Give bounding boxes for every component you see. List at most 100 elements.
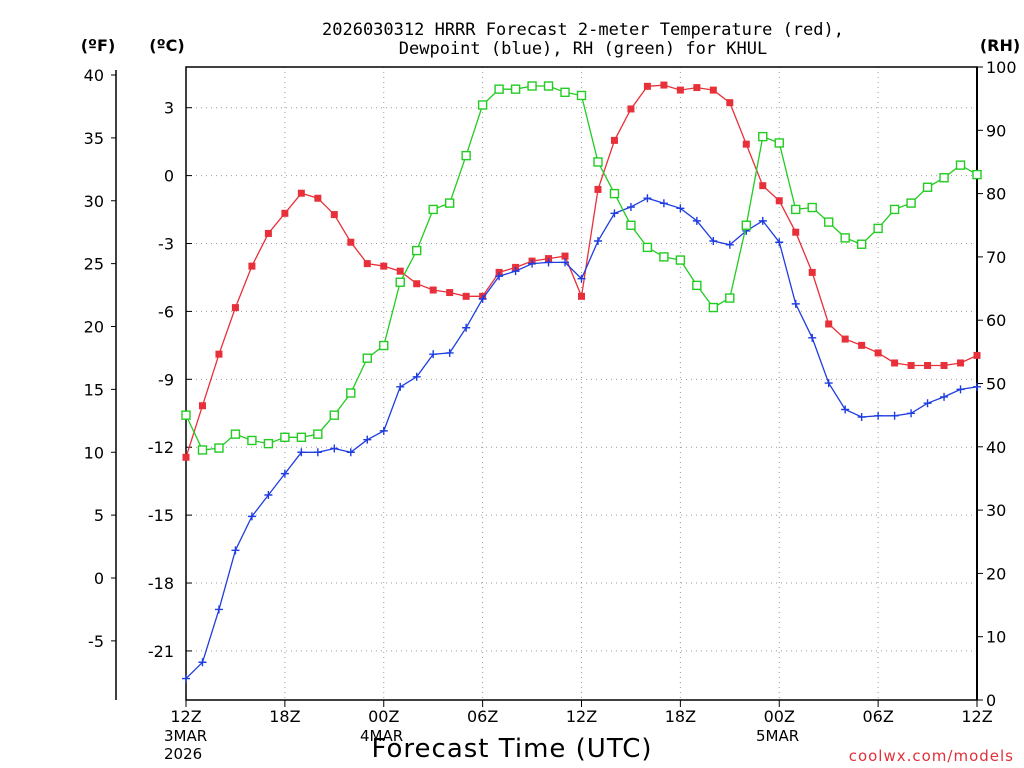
- rh-point: [972, 169, 982, 180]
- dewpoint-point: [824, 379, 833, 388]
- c-tick-label: -9: [158, 370, 174, 389]
- temperature-point: [297, 189, 305, 197]
- rh-point: [247, 435, 257, 446]
- rh-point: [280, 432, 290, 443]
- dewpoint-point: [725, 240, 734, 249]
- dewpoint-point: [758, 216, 767, 225]
- temperature-point: [610, 136, 618, 144]
- temperature-point: [726, 99, 734, 107]
- rh-point: [708, 302, 719, 313]
- temperature-point: [660, 81, 668, 89]
- series-temperature: [182, 81, 981, 461]
- temperature-point: [627, 105, 635, 113]
- f-tick-label: 15: [84, 380, 104, 399]
- temperature-point: [891, 359, 899, 367]
- temperature-point: [314, 194, 322, 202]
- dewpoint-point: [429, 350, 438, 359]
- x-tick-label: 12Z: [170, 707, 201, 726]
- rh-tick-label: 70: [986, 248, 1006, 267]
- dewpoint-point: [198, 658, 207, 667]
- credit-text: coolwx.com/models: [849, 747, 1014, 765]
- rh-point: [807, 202, 817, 213]
- dewpoint-point: [495, 272, 504, 281]
- temperature-point: [940, 361, 948, 369]
- chart-title-line2: Dewpoint (blue), RH (green) for KHUL: [399, 39, 767, 59]
- rh-point: [395, 277, 405, 287]
- rh-point: [313, 429, 323, 439]
- dewpoint-point: [659, 199, 668, 208]
- dewpoint-point: [676, 204, 685, 213]
- dewpoint-point: [791, 299, 800, 308]
- dewpoint-point: [841, 405, 850, 414]
- rh-point: [922, 182, 933, 192]
- temperature-point: [709, 86, 717, 94]
- rh-point: [955, 160, 966, 170]
- temperature-point: [693, 84, 701, 92]
- f-tick-label: 0: [94, 569, 104, 588]
- c-tick-label: 0: [164, 167, 174, 186]
- f-tick-label: 5: [94, 506, 104, 525]
- f-tick-label: 40: [84, 66, 104, 85]
- dewpoint-point: [297, 448, 306, 457]
- temperature-point: [429, 286, 437, 294]
- temperature-point: [578, 292, 585, 300]
- c-tick-label: 3: [164, 99, 174, 118]
- rh-tick-label: 60: [986, 311, 1006, 330]
- temperature-point: [973, 351, 981, 359]
- dewpoint-point: [478, 294, 487, 303]
- temperature-point: [957, 359, 965, 367]
- dewpoint-point: [544, 258, 553, 267]
- temperature-point: [198, 402, 206, 410]
- rh-point: [263, 438, 274, 449]
- rh-point: [593, 157, 603, 167]
- dewpoint-point: [346, 448, 355, 457]
- temperature-point: [874, 349, 882, 357]
- temperature-line: [185, 84, 978, 458]
- dewpoint-point: [940, 392, 949, 401]
- rh-tick-label: 40: [986, 438, 1006, 457]
- dewpoint-point: [231, 546, 240, 555]
- f-tick-label: -5: [88, 632, 104, 651]
- rh-point: [939, 173, 949, 183]
- x-tick-label: 12Z: [961, 707, 992, 726]
- temperature-point: [643, 82, 651, 90]
- fahrenheit-ticks: 40 35 30 25 20 15 10 5 0 -5: [84, 66, 116, 651]
- dewpoint-point: [247, 512, 256, 521]
- rh-tick-label: 100: [986, 58, 1017, 77]
- rh-point: [675, 255, 686, 265]
- x-tick-label: 00Z: [368, 707, 399, 726]
- temperature-point: [841, 335, 849, 343]
- f-tick-label: 35: [84, 129, 104, 148]
- dewpoint-point: [280, 469, 289, 478]
- rh-point: [494, 84, 504, 94]
- temperature-point: [907, 361, 915, 369]
- dewpoint-point: [775, 238, 784, 247]
- series-rh: [181, 81, 982, 455]
- dewpoint-point: [313, 448, 322, 457]
- dewpoint-point: [330, 444, 339, 453]
- rh-point: [214, 443, 224, 453]
- gridlines: [186, 67, 977, 700]
- dewpoint-point: [907, 409, 916, 418]
- rh-point: [296, 432, 307, 443]
- temperature-point: [858, 341, 866, 349]
- dewpoint-point: [956, 385, 965, 394]
- date-day2: 4MAR: [360, 727, 403, 745]
- rh-point: [889, 204, 900, 215]
- dewpoint-point: [577, 274, 586, 283]
- dewpoint-point: [528, 259, 537, 268]
- temperature-point: [182, 453, 190, 461]
- dewpoint-point: [890, 411, 899, 420]
- rh-point: [840, 233, 850, 243]
- series-dewpoint: [182, 194, 981, 683]
- f-tick-label: 30: [84, 192, 104, 211]
- dewpoint-point: [973, 382, 981, 391]
- rh-point: [692, 280, 702, 291]
- celsius-unit-label: (ºC): [149, 36, 184, 55]
- temperature-point: [594, 185, 602, 193]
- temperature-point: [264, 229, 272, 237]
- date-day3: 5MAR: [756, 727, 799, 745]
- dewpoint-point: [363, 435, 372, 444]
- rh-point: [181, 410, 191, 420]
- dewpoint-point: [214, 605, 223, 614]
